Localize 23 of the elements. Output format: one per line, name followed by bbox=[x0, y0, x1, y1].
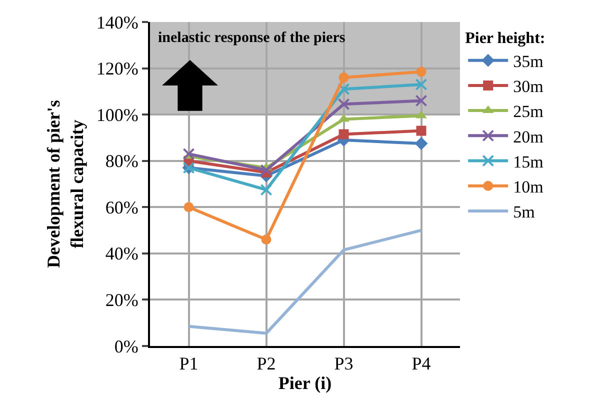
y-axis-title: Development of pier's flexural capacity bbox=[44, 100, 88, 268]
y-tick-label: 20% bbox=[105, 290, 138, 310]
legend-label: 30m bbox=[513, 77, 544, 96]
y-tick-label: 120% bbox=[96, 58, 138, 79]
x-tick-label: P3 bbox=[334, 354, 354, 374]
y-tick-label: 100% bbox=[96, 104, 138, 125]
y-tick-label: 0% bbox=[114, 336, 138, 356]
legend-title: Pier height: bbox=[465, 30, 546, 47]
legend-label: 25m bbox=[513, 102, 544, 122]
band-label: inelastic response of the piers bbox=[158, 30, 346, 46]
y-tick-label: 40% bbox=[105, 244, 138, 264]
legend-label: 15m bbox=[513, 152, 544, 172]
legend-label: 20m bbox=[513, 127, 544, 146]
y-tick-label: 140% bbox=[96, 12, 138, 32]
x-tick-label: P1 bbox=[179, 354, 198, 374]
legend-label: 35m bbox=[513, 52, 544, 71]
y-tick-label: 80% bbox=[105, 151, 138, 172]
x-tick-label: P4 bbox=[412, 354, 431, 374]
legend-label: 5m bbox=[513, 202, 535, 222]
x-axis-title: Pier (i) bbox=[278, 373, 332, 394]
y-tick-label: 60% bbox=[105, 197, 138, 218]
x-tick-label: P2 bbox=[256, 354, 276, 374]
legend-label: 10m bbox=[513, 177, 544, 196]
